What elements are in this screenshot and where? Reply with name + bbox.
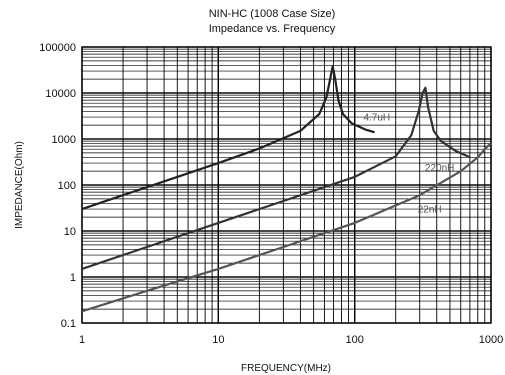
x-tick-labels: 1 10 100 1000	[79, 334, 503, 346]
grid	[81, 46, 492, 324]
plot-frame	[81, 46, 492, 324]
x-tick-label: 1000	[479, 334, 503, 346]
y-tick-label: 10000	[45, 88, 76, 100]
x-tick-label: 1	[79, 334, 85, 346]
series-label-220nh: 220nH	[425, 163, 454, 174]
y-tick-label: 10	[64, 226, 76, 238]
y-tick-label: 100000	[39, 42, 76, 54]
y-tick-label: 100	[58, 180, 76, 192]
chart-subtitle: Impedance vs. Frequency	[209, 23, 336, 35]
series-labels: 4.7uH 220nH 22nH	[363, 113, 454, 216]
x-axis-label: FREQUENCY(MHz)	[241, 363, 331, 374]
y-axis-label: IMPEDANCE(Ohm)	[14, 141, 25, 229]
series-label-4.7uh: 4.7uH	[363, 113, 390, 124]
y-tick-label: 0.1	[61, 318, 76, 330]
x-tick-label: 100	[345, 334, 363, 346]
y-tick-labels: 0.1 1 10 100 1000 10000 100000	[39, 42, 76, 330]
series-label-22nh: 22nH	[418, 205, 442, 216]
chart-title: NIN-HC (1008 Case Size)	[209, 8, 336, 20]
series-line-22nh	[81, 142, 492, 313]
series-line-220nh	[81, 86, 471, 270]
x-tick-label: 10	[212, 334, 224, 346]
y-tick-label: 1	[70, 272, 76, 284]
y-tick-label: 1000	[52, 134, 76, 146]
series-line-4.7uh	[81, 65, 375, 211]
series-group	[81, 65, 492, 313]
